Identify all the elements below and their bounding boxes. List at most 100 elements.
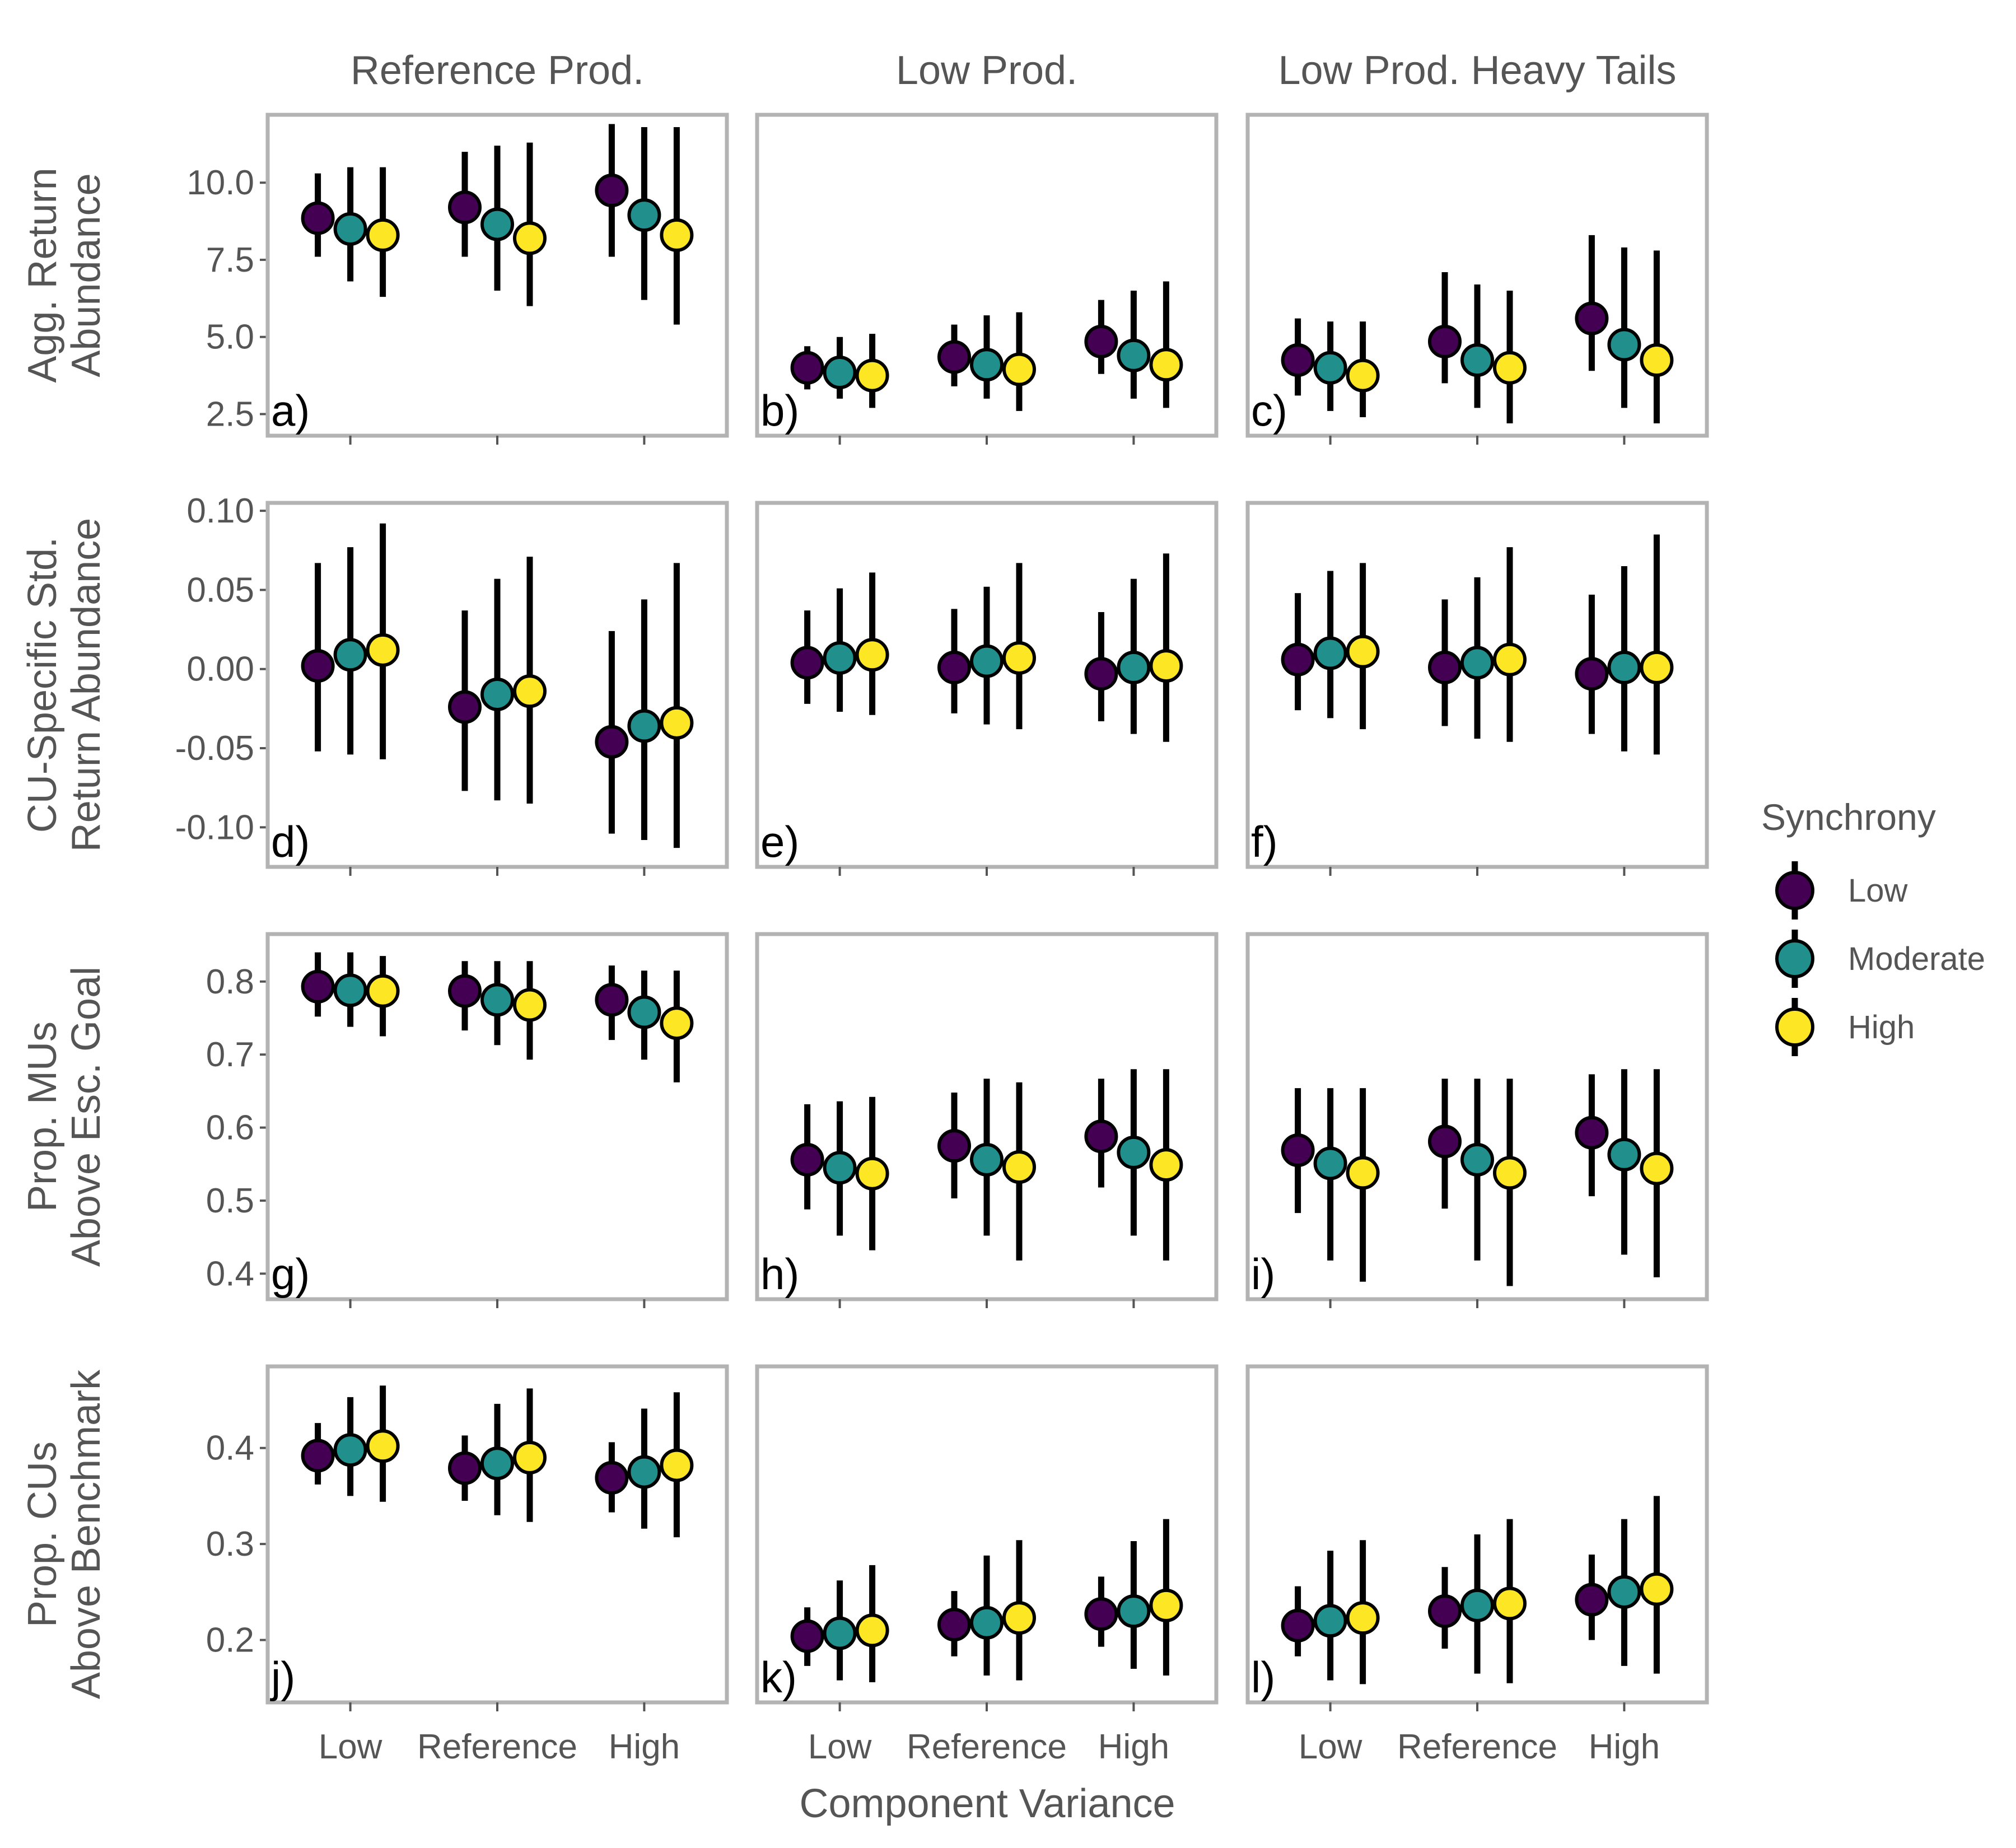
median-point: [448, 690, 482, 724]
median-point: [937, 1608, 971, 1642]
panel-tag: k): [760, 1653, 797, 1702]
column-strip-title: Reference Prod.: [351, 48, 644, 93]
median-point: [301, 1439, 335, 1473]
median-point: [1149, 348, 1183, 382]
y-axis-title: Prop. MUs: [20, 1021, 65, 1212]
x-tick-label: High: [1098, 1728, 1170, 1766]
x-axis-title: Component Variance: [799, 1781, 1175, 1826]
panel-tag: j): [270, 1653, 295, 1702]
median-point: [790, 1619, 824, 1653]
y-axis-title: Prop. CUs: [20, 1441, 65, 1627]
median-point: [790, 1142, 824, 1177]
median-point: [1117, 338, 1151, 372]
median-point: [1493, 1586, 1527, 1621]
median-point: [790, 351, 824, 385]
y-axis-title: Return Abundance: [64, 518, 109, 852]
median-point: [1460, 1588, 1494, 1622]
median-point: [660, 218, 694, 252]
x-tick-label: Reference: [1397, 1728, 1557, 1766]
median-point: [333, 973, 367, 1007]
median-point: [480, 677, 514, 711]
median-point: [627, 995, 661, 1029]
median-point: [1002, 641, 1036, 675]
median-point: [366, 633, 400, 667]
panel-tag: l): [1251, 1653, 1275, 1702]
median-point: [595, 983, 629, 1017]
y-tick-label: 0.10: [186, 492, 254, 530]
panel-tag: d): [271, 817, 310, 866]
y-tick-label: 0.05: [186, 571, 254, 609]
legend-key-point: [1775, 871, 1814, 910]
median-point: [1281, 343, 1315, 377]
median-point: [595, 1460, 629, 1495]
x-tick-label: Low: [319, 1728, 382, 1766]
median-point: [1149, 649, 1183, 683]
y-axis-title: Abundance: [64, 173, 109, 377]
median-point: [1313, 1604, 1347, 1638]
median-point: [1575, 301, 1609, 335]
median-point: [1002, 1150, 1036, 1184]
median-point: [823, 356, 857, 390]
median-point: [1117, 1594, 1151, 1628]
median-point: [1313, 351, 1347, 385]
median-point: [513, 988, 547, 1022]
y-tick-label: 10.0: [186, 164, 254, 202]
median-point: [480, 983, 514, 1017]
y-tick-label: 7.5: [206, 241, 254, 279]
y-tick-label: 0.7: [206, 1035, 254, 1074]
median-point: [937, 1129, 971, 1163]
y-tick-label: 0.3: [206, 1525, 254, 1564]
median-point: [1493, 1156, 1527, 1190]
panel-tag: g): [271, 1249, 310, 1299]
y-axis-title: Above Benchmark: [64, 1369, 109, 1699]
median-point: [1281, 642, 1315, 676]
median-point: [1149, 1588, 1183, 1622]
y-tick-label: 0.5: [206, 1182, 254, 1220]
median-point: [301, 969, 335, 1004]
median-point: [595, 173, 629, 207]
legend-item-label: Low: [1848, 872, 1908, 909]
median-point: [823, 1616, 857, 1650]
median-point: [480, 207, 514, 241]
y-tick-label: -0.05: [175, 729, 254, 768]
median-point: [1640, 1151, 1674, 1186]
column-strip-title: Low Prod.: [896, 48, 1077, 93]
legend-key-point: [1775, 939, 1814, 978]
median-point: [333, 212, 367, 246]
median-point: [1084, 1119, 1118, 1154]
median-point: [970, 1142, 1004, 1177]
panel-tag: e): [760, 817, 799, 866]
median-point: [1607, 328, 1641, 362]
median-point: [1460, 1142, 1494, 1177]
median-point: [1313, 1146, 1347, 1180]
median-point: [627, 198, 661, 232]
median-point: [937, 340, 971, 374]
median-point: [1346, 634, 1380, 669]
median-point: [1117, 1135, 1151, 1169]
median-point: [855, 1613, 889, 1648]
median-point: [1607, 1575, 1641, 1609]
median-point: [1084, 324, 1118, 358]
legend-key-point: [1775, 1007, 1814, 1047]
median-point: [855, 638, 889, 672]
y-tick-label: 2.5: [206, 395, 254, 433]
median-point: [660, 706, 694, 740]
median-point: [1149, 1148, 1183, 1182]
panel-tag: b): [760, 386, 799, 435]
median-point: [1428, 650, 1462, 684]
median-point: [1002, 352, 1036, 386]
median-point: [366, 1429, 400, 1463]
median-point: [970, 1606, 1004, 1640]
x-tick-label: Reference: [417, 1728, 577, 1766]
median-point: [448, 190, 482, 225]
median-point: [1313, 636, 1347, 670]
y-axis-title: Agg. Return: [20, 167, 65, 382]
median-point: [1002, 1601, 1036, 1635]
median-point: [627, 709, 661, 743]
median-point: [513, 674, 547, 708]
median-point: [301, 201, 335, 235]
legend-item-label: High: [1848, 1009, 1915, 1046]
y-axis-title: CU-Specific Std.: [20, 537, 65, 833]
y-tick-label: -0.10: [175, 808, 254, 847]
